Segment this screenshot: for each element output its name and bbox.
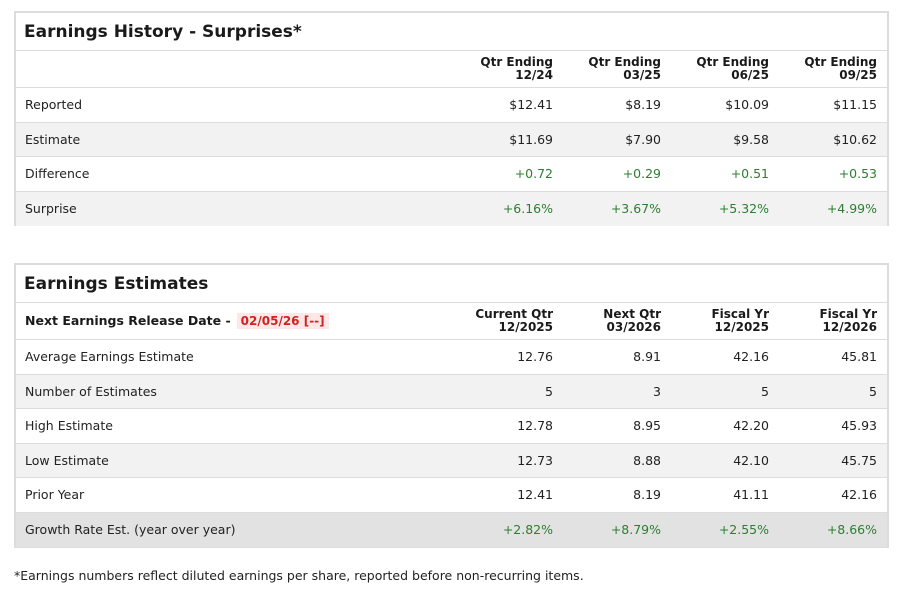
table-row-high-estimate: High Estimate 12.78 8.95 42.20 45.93 xyxy=(16,409,887,444)
row-label: Prior Year xyxy=(25,487,85,503)
table-cell: $12.41 xyxy=(509,97,553,113)
table-cell: 45.75 xyxy=(841,452,877,468)
table-cell: $11.69 xyxy=(509,131,553,147)
row-label: Estimate xyxy=(25,131,81,147)
table-row-reported: Reported $12.41 $8.19 $10.09 $11.15 xyxy=(16,88,887,123)
table-cell: 5 xyxy=(545,383,553,399)
table-row-surprise: Surprise +6.16% +3.67% +5.32% +4.99% xyxy=(16,191,887,226)
table-cell: +0.51 xyxy=(730,166,769,182)
table-cell: 42.16 xyxy=(733,349,769,365)
column-header: Fiscal Yr 12/2025 xyxy=(711,307,769,334)
table-cell: +0.53 xyxy=(838,166,877,182)
table-row-average-estimate: Average Earnings Estimate 12.76 8.91 42.… xyxy=(16,340,887,375)
table-cell: +2.82% xyxy=(502,522,553,538)
table-cell: $11.15 xyxy=(833,97,877,113)
column-header: Qtr Ending 09/25 xyxy=(804,55,877,82)
table-cell: +2.55% xyxy=(718,522,769,538)
row-label: Difference xyxy=(25,166,90,182)
row-label: High Estimate xyxy=(25,418,113,434)
column-header: Qtr Ending 12/24 xyxy=(480,55,553,82)
table-cell: 8.88 xyxy=(633,452,661,468)
next-release-date-label: Next Earnings Release Date - 02/05/26 [--… xyxy=(16,313,445,329)
table-cell: 12.41 xyxy=(517,487,553,503)
table-row-growth-rate: Growth Rate Est. (year over year) +2.82%… xyxy=(16,512,887,547)
table-cell: 42.16 xyxy=(841,487,877,503)
row-label: Number of Estimates xyxy=(25,383,157,399)
column-header: Next Qtr 03/2026 xyxy=(603,307,661,334)
table-cell: +8.66% xyxy=(826,522,877,538)
earnings-history-header-row: Qtr Ending 12/24 Qtr Ending 03/25 Qtr Endi… xyxy=(16,51,887,88)
table-row-estimate: Estimate $11.69 $7.90 $9.58 $10.62 xyxy=(16,122,887,157)
column-header: Qtr Ending 03/25 xyxy=(588,55,661,82)
table-row-difference: Difference +0.72 +0.29 +0.51 +0.53 xyxy=(16,157,887,192)
earnings-history-panel: Earnings History - Surprises* Qtr Ending… xyxy=(14,11,889,226)
earnings-estimates-title: Earnings Estimates xyxy=(16,265,887,303)
row-label: Reported xyxy=(25,97,83,113)
table-cell: 12.73 xyxy=(517,452,553,468)
row-label: Low Estimate xyxy=(25,452,109,468)
table-cell: 42.10 xyxy=(733,452,769,468)
table-row-number-of-estimates: Number of Estimates 5 3 5 5 xyxy=(16,374,887,409)
table-cell: 42.20 xyxy=(733,418,769,434)
table-cell: +0.29 xyxy=(622,166,661,182)
table-cell: +6.16% xyxy=(502,201,553,217)
column-header: Qtr Ending 06/25 xyxy=(696,55,769,82)
table-cell: $7.90 xyxy=(625,131,661,147)
table-row-low-estimate: Low Estimate 12.73 8.88 42.10 45.75 xyxy=(16,443,887,478)
table-cell: 45.93 xyxy=(841,418,877,434)
column-header: Current Qtr 12/2025 xyxy=(475,307,553,334)
table-cell: +0.72 xyxy=(514,166,553,182)
table-cell: 45.81 xyxy=(841,349,877,365)
table-cell: $8.19 xyxy=(625,97,661,113)
table-row-prior-year: Prior Year 12.41 8.19 41.11 42.16 xyxy=(16,478,887,513)
table-cell: 8.19 xyxy=(633,487,661,503)
earnings-estimates-panel: Earnings Estimates Next Earnings Release… xyxy=(14,263,889,548)
row-label: Growth Rate Est. (year over year) xyxy=(25,522,236,538)
table-cell: 41.11 xyxy=(733,487,769,503)
release-label-text: Next Earnings Release Date - xyxy=(25,313,231,328)
table-cell: 12.76 xyxy=(517,349,553,365)
table-cell: 8.91 xyxy=(633,349,661,365)
table-cell: 8.95 xyxy=(633,418,661,434)
table-cell: +8.79% xyxy=(610,522,661,538)
release-date-link[interactable]: 02/05/26 [--] xyxy=(236,313,329,329)
table-cell: 3 xyxy=(653,383,661,399)
row-label: Average Earnings Estimate xyxy=(25,349,194,365)
table-cell: $9.58 xyxy=(733,131,769,147)
earnings-history-title: Earnings History - Surprises* xyxy=(16,13,887,51)
table-cell: $10.09 xyxy=(725,97,769,113)
table-cell: 12.78 xyxy=(517,418,553,434)
table-cell: +3.67% xyxy=(610,201,661,217)
column-header: Fiscal Yr 12/2026 xyxy=(819,307,877,334)
table-cell: +5.32% xyxy=(718,201,769,217)
row-label: Surprise xyxy=(25,201,77,217)
earnings-estimates-header-row: Next Earnings Release Date - 02/05/26 [--… xyxy=(16,303,887,340)
table-cell: 5 xyxy=(869,383,877,399)
table-cell: $10.62 xyxy=(833,131,877,147)
footnote: *Earnings numbers reflect diluted earnin… xyxy=(14,568,584,583)
table-cell: +4.99% xyxy=(826,201,877,217)
table-cell: 5 xyxy=(761,383,769,399)
